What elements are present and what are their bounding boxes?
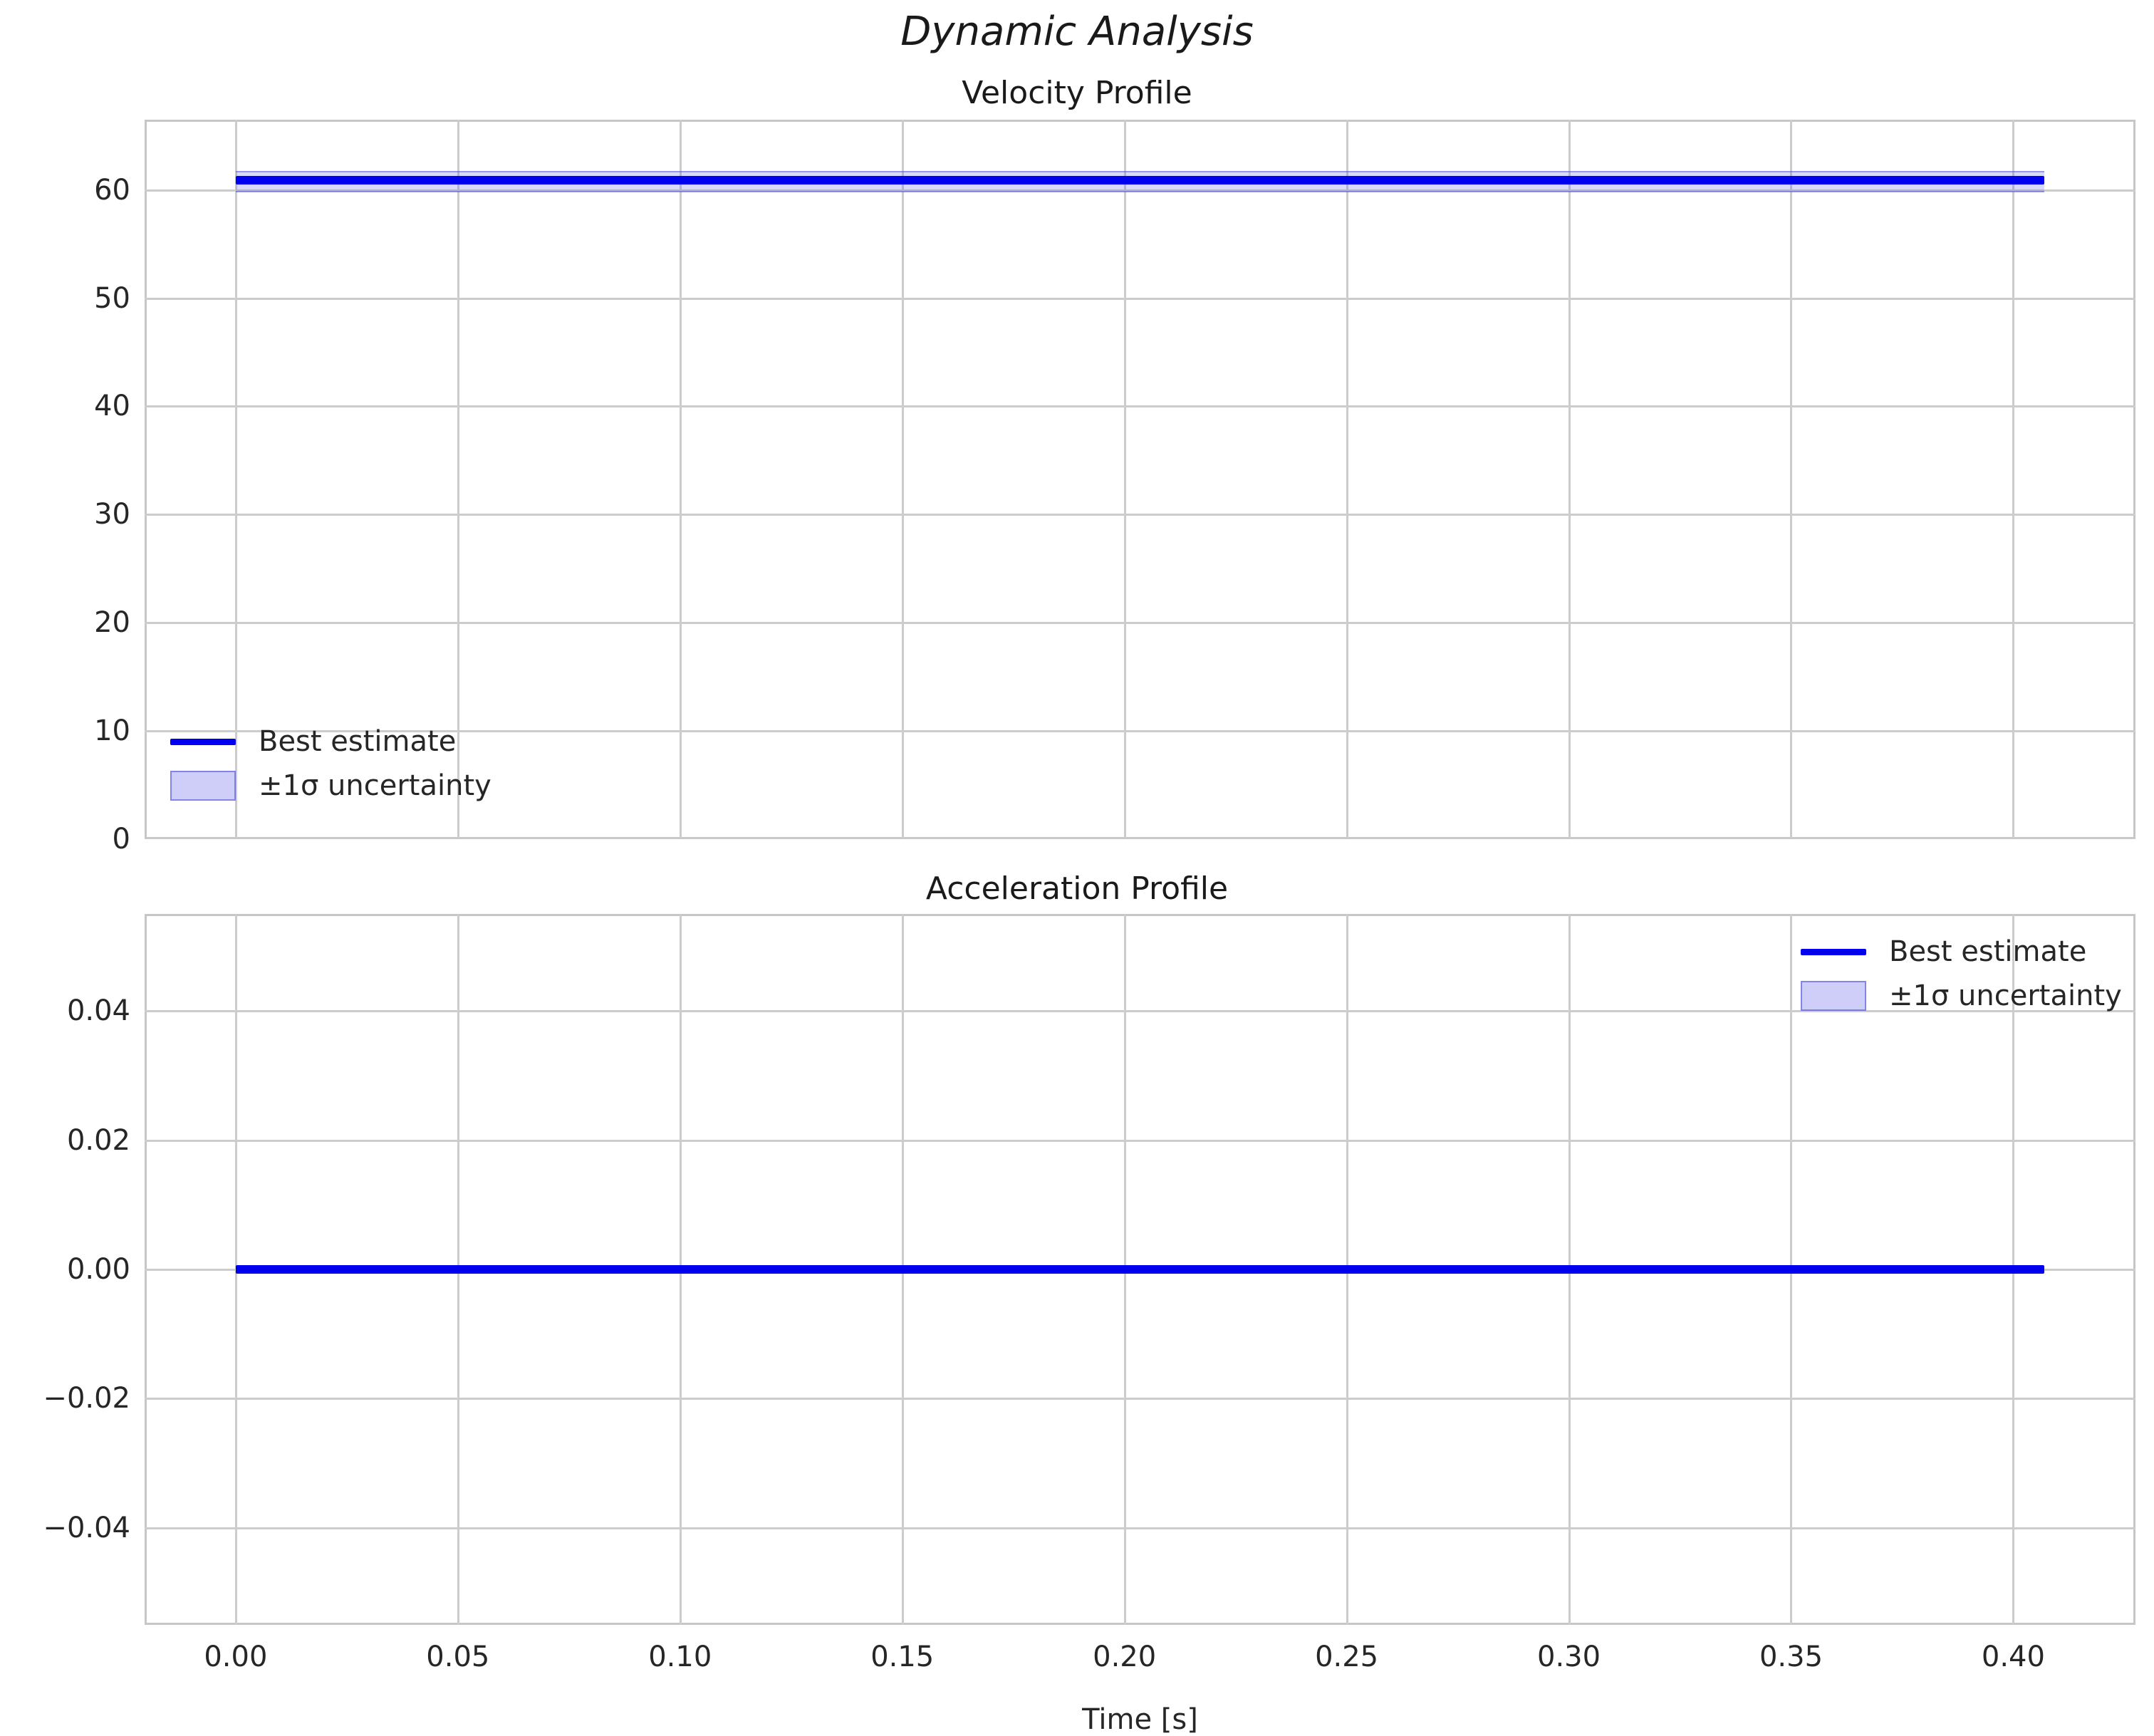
best-estimate-polyline <box>235 1265 2045 1274</box>
legend-label-uncertainty: ±1σ uncertainty <box>259 769 491 802</box>
y-tick-label: 0.02 <box>66 1123 130 1157</box>
gridline-vertical <box>2012 120 2015 839</box>
x-tick-label: 0.20 <box>1093 1641 1157 1673</box>
gridline-vertical <box>679 120 682 839</box>
legend-patch-swatch-icon <box>1794 981 1873 1011</box>
x-tick-label: 0.15 <box>870 1641 935 1673</box>
gridline-vertical <box>1790 120 1793 839</box>
acceleration-x-tick-labels: 0.00 0.05 0.10 0.15 0.20 0.25 0.30 0.35 0.40 <box>0 1641 2154 1690</box>
x-tick-label: 0.25 <box>1315 1641 1379 1673</box>
gridline-horizontal <box>145 838 2135 839</box>
y-tick-label: 20 <box>94 606 130 640</box>
y-tick-label: −0.02 <box>43 1382 130 1415</box>
gridline-vertical <box>1123 120 1126 839</box>
velocity-y-tick-labels: 0 10 20 30 40 50 60 <box>31 0 130 1727</box>
gridline-vertical <box>234 120 237 839</box>
gridline-vertical <box>901 120 904 839</box>
gridline-horizontal <box>145 1527 2135 1529</box>
y-tick-label: 60 <box>94 173 130 207</box>
gridline-horizontal <box>145 1139 2135 1142</box>
best-estimate-polyline <box>235 176 2045 185</box>
velocity-subplot-title: Velocity Profile <box>962 75 1192 111</box>
x-tick-label: 0.35 <box>1759 1641 1823 1673</box>
acceleration-y-tick-labels: 0.04 0.02 0.00 −0.02 −0.04 <box>31 0 130 1727</box>
time-axis-label: Time [s] <box>1082 1703 1198 1736</box>
velocity-axes <box>145 120 2135 839</box>
gridline-horizontal <box>145 514 2135 516</box>
legend-item-uncertainty: ±1σ uncertainty <box>163 764 491 808</box>
gridline-horizontal <box>145 189 2135 192</box>
legend-label-best-estimate: Best estimate <box>1889 935 2087 968</box>
y-tick-label: 50 <box>94 281 130 315</box>
gridline-vertical <box>1346 120 1348 839</box>
legend-patch-swatch-icon <box>163 771 243 801</box>
gridline-horizontal <box>145 297 2135 300</box>
y-tick-label: 40 <box>94 390 130 423</box>
y-tick-label: 0 <box>112 823 130 856</box>
legend-label-uncertainty: ±1σ uncertainty <box>1889 979 2122 1012</box>
gridline-horizontal <box>145 622 2135 625</box>
y-tick-label: −0.04 <box>43 1511 130 1544</box>
legend-item-uncertainty: ±1σ uncertainty <box>1794 974 2122 1018</box>
y-tick-label: 30 <box>94 498 130 531</box>
legend-line-swatch-icon <box>1794 948 1873 955</box>
velocity-gridlines <box>145 120 2135 839</box>
x-tick-label: 0.40 <box>1981 1641 2045 1673</box>
gridline-horizontal <box>145 1398 2135 1400</box>
y-tick-label: 0.00 <box>66 1253 130 1286</box>
figure-suptitle: Dynamic Analysis <box>900 9 1254 55</box>
velocity-legend: Best estimate ±1σ uncertainty <box>163 719 491 808</box>
gridline-vertical <box>1568 120 1571 839</box>
y-tick-label: 10 <box>94 714 130 748</box>
y-tick-label: 0.04 <box>66 994 130 1028</box>
acceleration-legend: Best estimate ±1σ uncertainty <box>1794 930 2122 1018</box>
legend-item-best-estimate: Best estimate <box>163 719 491 764</box>
x-tick-label: 0.05 <box>426 1641 490 1673</box>
gridline-horizontal <box>145 405 2135 408</box>
legend-item-best-estimate: Best estimate <box>1794 930 2122 974</box>
gridline-horizontal <box>145 730 2135 733</box>
x-tick-label: 0.30 <box>1537 1641 1601 1673</box>
gridline-horizontal <box>145 1010 2135 1013</box>
x-tick-label: 0.00 <box>204 1641 268 1673</box>
legend-line-swatch-icon <box>163 738 243 745</box>
acceleration-subplot-title: Acceleration Profile <box>925 870 1229 907</box>
x-tick-label: 0.10 <box>648 1641 712 1673</box>
legend-label-best-estimate: Best estimate <box>259 725 457 758</box>
gridline-vertical <box>457 120 459 839</box>
